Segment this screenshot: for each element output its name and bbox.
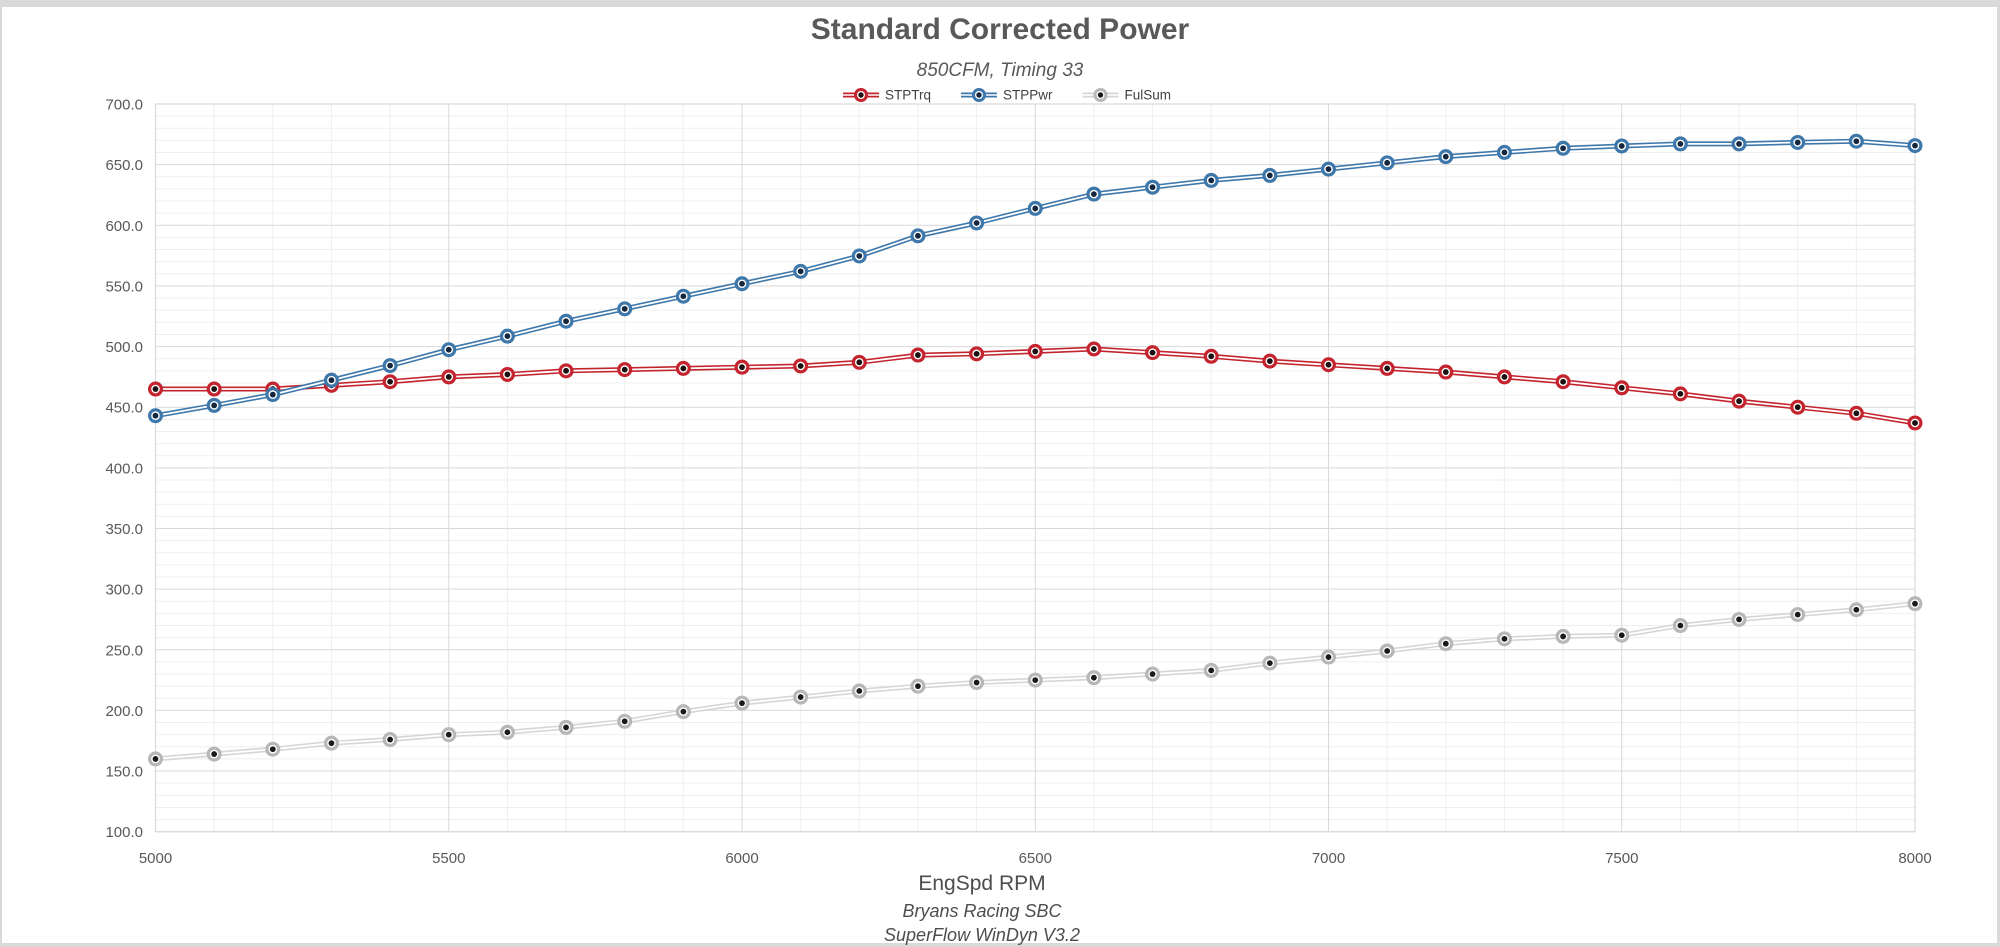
chart-subtitle: 850CFM, Timing 33: [917, 60, 1084, 81]
series-STPPwr-points[interactable]: [148, 133, 1923, 424]
legend-item-STPTrq[interactable]: STPTrq: [843, 88, 931, 103]
x-tick-label: 5000: [139, 850, 172, 867]
y-tick-label: 550.0: [105, 278, 143, 295]
x-tick-label: 7000: [1312, 850, 1345, 867]
y-tick-label: 450.0: [105, 400, 143, 417]
legend: STPTrq STPPwr FulSum: [843, 88, 1171, 103]
y-tick-label: 700.0: [105, 97, 143, 114]
x-tick-label: 6000: [725, 850, 758, 867]
footer-line-1: Bryans Racing SBC: [902, 901, 1062, 921]
frame-left: [0, 0, 2, 947]
series-STPPwr[interactable]: [148, 133, 1923, 424]
axis-labels: 700.0 650.0 600.0 550.0 500.0 450.0 400.0 350.0…: [105, 97, 1931, 868]
frame-top: [0, 0, 2000, 7]
x-tick-label: 6500: [1019, 850, 1052, 867]
y-tick-label: 200.0: [105, 703, 143, 720]
series-FulSum[interactable]: [148, 596, 1923, 767]
y-tick-label: 250.0: [105, 642, 143, 659]
legend-item-STPPwr[interactable]: STPPwr: [961, 88, 1053, 103]
legend-item-FulSum[interactable]: FulSum: [1082, 88, 1172, 103]
series-STPTrq[interactable]: [148, 341, 1923, 431]
y-tick-label: 600.0: [105, 218, 143, 235]
series-STPTrq-points[interactable]: [148, 341, 1923, 431]
frame-bottom: [0, 943, 2000, 947]
y-tick-label: 150.0: [105, 764, 143, 781]
gridlines: [154, 103, 1916, 833]
legend-label-FulSum: FulSum: [1125, 88, 1172, 103]
y-tick-label: 500.0: [105, 339, 143, 356]
legend-label-STPTrq: STPTrq: [885, 88, 931, 103]
y-tick-label: 300.0: [105, 582, 143, 599]
y-tick-label: 100.0: [105, 824, 143, 841]
series-layer: [148, 133, 1923, 767]
x-tick-label: 8000: [1898, 850, 1931, 867]
y-tick-label: 400.0: [105, 460, 143, 477]
series-FulSum-points[interactable]: [148, 596, 1923, 767]
x-axis-title: EngSpd RPM: [918, 872, 1045, 895]
chart-title: Standard Corrected Power: [811, 13, 1190, 46]
plot-border: [154, 103, 1916, 833]
legend-label-STPPwr: STPPwr: [1003, 88, 1053, 103]
y-tick-label: 650.0: [105, 157, 143, 174]
frame-right: [1997, 0, 2000, 947]
x-tick-label: 5500: [432, 850, 465, 867]
y-tick-label: 350.0: [105, 521, 143, 538]
x-tick-label: 7500: [1605, 850, 1638, 867]
footer-line-2: SuperFlow WinDyn V3.2: [884, 925, 1080, 945]
